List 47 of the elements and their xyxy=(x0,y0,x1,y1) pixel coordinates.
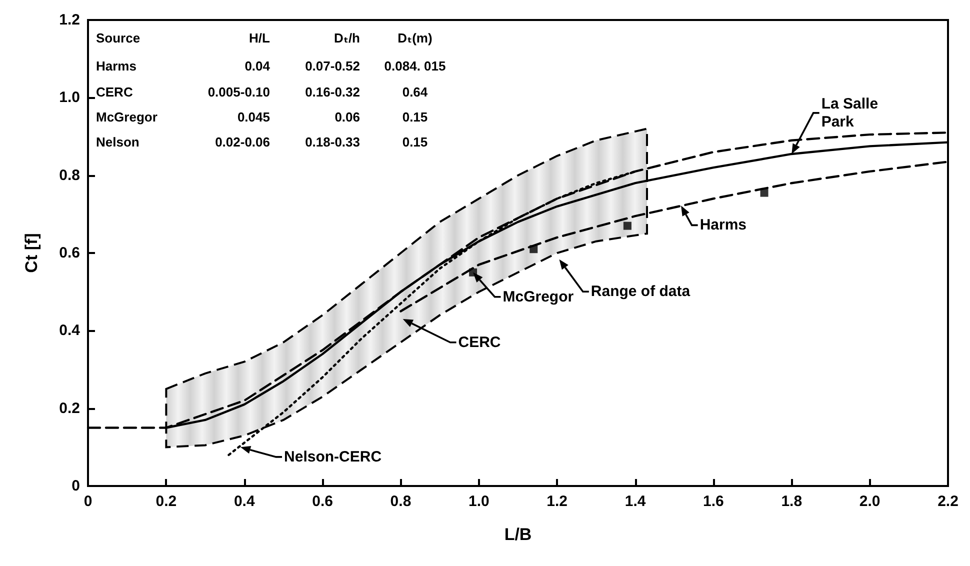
annotation: Nelson xyxy=(96,134,140,150)
annotation: Dₜ(m) xyxy=(398,30,432,46)
annotation: McGregor xyxy=(502,288,574,306)
annotation: 0.045 xyxy=(237,110,270,124)
annotation: Dₜ/h xyxy=(334,30,360,46)
x-tick-label: 0.8 xyxy=(390,493,412,510)
x-tick-label: 0.6 xyxy=(312,493,333,510)
annotation: 0.07-0.52 xyxy=(305,58,360,74)
x-tick-label: 0.2 xyxy=(156,493,177,510)
x-tick-label: 1.2 xyxy=(546,493,568,510)
annotation: 0.15 xyxy=(402,134,428,150)
annotation: CERC xyxy=(96,84,134,100)
y-axis-title: Ct [f] xyxy=(22,233,41,273)
x-axis-title: L/B xyxy=(504,525,532,544)
annotation: 0.084. 015 xyxy=(384,58,446,74)
annotation: 0.02-0.06 xyxy=(215,134,270,150)
y-tick-label: 0.6 xyxy=(59,244,80,262)
x-tick-label: 1.0 xyxy=(468,493,490,510)
annotation: La Salle Park xyxy=(821,95,878,130)
x-tick-label: 1.4 xyxy=(624,493,646,510)
x-tick-label: 0 xyxy=(84,493,92,510)
annotation: 0.04 xyxy=(244,58,271,74)
annotation: McGregor xyxy=(96,110,158,124)
annotation: 0.18-0.33 xyxy=(305,134,360,150)
y-tick-label: 1.2 xyxy=(59,12,80,28)
annotation: 0.64 xyxy=(402,84,428,100)
annotation: Harms xyxy=(700,216,747,234)
annotation: CERC xyxy=(458,334,501,351)
annotation: Range of data xyxy=(590,283,691,300)
y-tick-label: 0 xyxy=(72,478,80,494)
annotation: 0.06 xyxy=(334,110,360,124)
x-tick-label: 1.6 xyxy=(703,493,724,510)
annotation: Harms xyxy=(96,58,136,74)
annotation: H/L xyxy=(249,30,270,46)
annotation: Source xyxy=(96,30,140,46)
y-tick-label: 0.8 xyxy=(59,166,80,184)
x-tick-label: 2.2 xyxy=(938,493,958,510)
annotation: 0.16-0.32 xyxy=(305,84,360,100)
annotation: 0.15 xyxy=(402,110,428,124)
x-tick-label: 2.0 xyxy=(859,493,880,510)
y-tick-label: 0.2 xyxy=(59,400,80,417)
y-tick-label: 1.0 xyxy=(59,89,80,106)
x-tick-label: 1.8 xyxy=(781,493,802,510)
y-tick-label: 0.4 xyxy=(59,322,81,340)
x-tick-label: 0.4 xyxy=(234,493,256,510)
annotation: Nelson-CERC xyxy=(284,448,382,466)
annotation: 0.005-0.10 xyxy=(208,84,270,100)
